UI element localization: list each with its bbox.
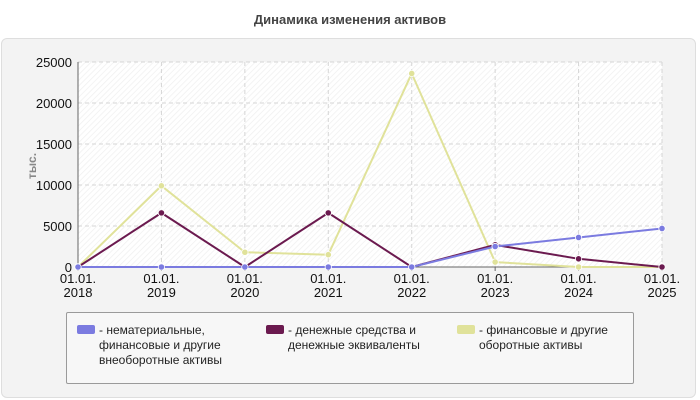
x-tick-label: 01.01. 2022	[394, 271, 430, 300]
x-tick-label: 01.01. 2018	[60, 271, 96, 300]
data-point[interactable]	[408, 263, 416, 271]
x-tick-label-line: 2018	[64, 285, 93, 300]
data-point[interactable]	[491, 242, 499, 251]
y-tick-label: 25000	[36, 55, 72, 70]
legend-swatch	[266, 325, 284, 334]
legend-swatch	[457, 325, 475, 334]
x-tick-label-line: 01.01.	[394, 271, 430, 286]
x-tick-label-line: 01.01.	[227, 271, 263, 286]
y-tick-label: 20000	[36, 96, 72, 111]
data-point[interactable]	[241, 263, 249, 271]
x-tick-label-line: 2023	[481, 285, 510, 300]
x-tick-label: 01.01. 2020	[227, 271, 263, 300]
series-line	[78, 227, 663, 268]
data-point[interactable]	[658, 263, 666, 271]
x-tick-label-line: 01.01.	[560, 271, 596, 286]
data-point[interactable]	[574, 263, 583, 271]
data-point[interactable]	[658, 224, 666, 233]
x-tick-label-line: 01.01.	[477, 271, 513, 286]
y-axis-label: тыс.	[25, 153, 39, 179]
data-point[interactable]	[324, 263, 332, 271]
y-tick-label: 0	[65, 260, 72, 275]
legend-swatch	[77, 325, 95, 334]
legend: - нематериальные, финансовые и другие внео…	[66, 312, 634, 384]
data-point[interactable]	[574, 233, 583, 242]
x-tick-label: 01.01. 2024	[560, 271, 596, 300]
data-point[interactable]	[324, 209, 332, 217]
legend-label: - финансовые и другие оборотные активы	[479, 323, 608, 352]
x-tick-label-line: 01.01.	[644, 271, 680, 286]
y-tick-label: 5000	[43, 219, 72, 234]
legend-label: - денежные средства и денежные эквивалент…	[288, 323, 420, 352]
x-tick-label-line: 01.01.	[143, 271, 179, 286]
x-tick-label-line: 2021	[314, 285, 343, 300]
x-tick-label: 01.01. 2019	[143, 271, 179, 300]
x-tick-label: 01.01. 2023	[477, 271, 513, 300]
y-tick-label: 15000	[36, 137, 72, 152]
data-point[interactable]	[157, 263, 166, 271]
x-tick-label-line: 2025	[648, 285, 677, 300]
x-tick-label-line: 2022	[397, 285, 426, 300]
x-tick-label: 01.01. 2021	[310, 271, 346, 300]
series-line	[77, 72, 662, 268]
x-tick-label: 01.01. 2025	[644, 271, 680, 300]
x-tick-label-line: 2024	[564, 285, 593, 300]
x-tick-label-line: 2020	[230, 285, 259, 300]
data-point[interactable]	[157, 182, 166, 190]
legend-label: - нематериальные, финансовые и другие внео…	[99, 323, 222, 367]
data-point[interactable]	[157, 209, 166, 217]
data-point[interactable]	[574, 255, 583, 263]
data-point[interactable]	[241, 248, 249, 256]
x-tick-label-line: 01.01.	[60, 271, 96, 286]
data-point[interactable]	[324, 251, 332, 259]
y-tick-label: 10000	[36, 178, 72, 193]
chart-title: Динамика изменения активов	[253, 12, 447, 27]
data-point[interactable]	[74, 263, 82, 271]
x-tick-label-line: 2019	[147, 285, 176, 300]
x-tick-label-line: 01.01.	[310, 271, 346, 286]
series-line	[77, 211, 663, 268]
data-point[interactable]	[408, 69, 416, 78]
data-point[interactable]	[491, 258, 499, 266]
